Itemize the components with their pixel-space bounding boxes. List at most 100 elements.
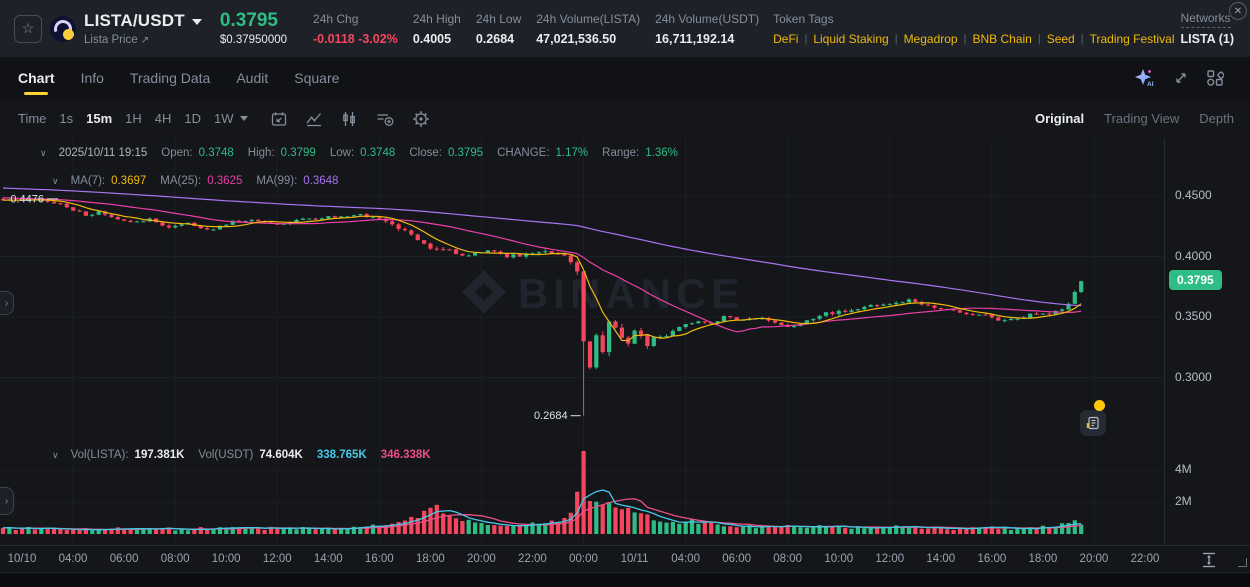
legend-value: 1.17%: [555, 147, 589, 159]
legend-value: 0.3697: [111, 175, 147, 187]
legend-field: Range: 1.36%: [602, 147, 678, 159]
legend-value: 338.765K: [316, 449, 367, 461]
favorite-star-button[interactable]: ☆: [14, 14, 42, 43]
legend-value: 0.3799: [280, 147, 316, 159]
view-original[interactable]: Original: [1035, 111, 1085, 126]
ma-legend: ∨ MA(7): 0.3697 MA(25): 0.3625 MA(99): 0.3648: [52, 175, 352, 187]
header: ☆ LISTA/USDT Lista Price ↗ 0.3795 $0.3795…: [0, 0, 1250, 57]
legend-value: 0.3795: [447, 147, 484, 159]
indicators-icon[interactable]: [375, 110, 395, 128]
time-tick: 22:00: [518, 553, 547, 565]
panel-expand-handle[interactable]: ›: [0, 487, 14, 515]
time-tick: 18:00: [1028, 553, 1058, 565]
interval-4h[interactable]: 4H: [154, 111, 172, 126]
tab-trading-data[interactable]: Trading Data: [129, 70, 211, 86]
pair-selector[interactable]: LISTA/USDT: [84, 11, 202, 31]
token-tag[interactable]: Liquid Staking: [813, 31, 889, 46]
interval-time: Time: [18, 111, 47, 126]
calendar-icon[interactable]: [270, 110, 288, 128]
networks-value: LISTA (1): [1180, 32, 1234, 46]
interval-1d[interactable]: 1D: [184, 111, 202, 126]
stat-4: 24h Volume(USDT) 16,711,192.14: [655, 12, 759, 46]
collapse-caret-icon[interactable]: ∨: [40, 147, 47, 158]
stat-0: 24h Chg -0.0118 -3.02%: [313, 12, 398, 46]
tab-info[interactable]: Info: [80, 70, 104, 86]
last-price-badge: 0.3795: [1169, 270, 1222, 291]
price-axis[interactable]: 0.4500 0.4000 0.3500 0.3000 4M 2M 0.3795: [1165, 138, 1250, 545]
legend-field: 346.338K: [381, 449, 431, 461]
price-tick: 0.3500: [1175, 309, 1212, 323]
chart-area[interactable]: BINANCE 0.4476 0.2684 ∨ 2025/10/11 19:15 O…: [0, 138, 1250, 572]
svg-text:BINANCE: BINANCE: [518, 270, 744, 317]
networks-label: Networks: [1180, 11, 1231, 28]
time-tick: 14:00: [926, 553, 956, 565]
time-tick: 10:00: [211, 553, 241, 565]
collapse-caret-icon[interactable]: ∨: [52, 449, 59, 460]
svg-text:0.4476: 0.4476: [10, 193, 44, 205]
token-tag[interactable]: Trading Festival: [1089, 31, 1175, 46]
layout-grid-icon[interactable]: [1206, 69, 1224, 87]
token-tag[interactable]: BNB Chain: [972, 31, 1032, 46]
tag-separator: |: [894, 32, 898, 45]
legend-value: 197.381K: [134, 449, 185, 461]
time-axis[interactable]: 10/10 04:00 06:00 08:00 10:00 12:00 14:00 16:00…: [0, 545, 1250, 573]
interval-1s[interactable]: 1s: [59, 111, 74, 126]
legend-field: Vol(USDT) 74.604K: [198, 449, 302, 461]
stat-2: 24h Low 0.2684: [476, 12, 521, 46]
panel-expand-handle[interactable]: ›: [0, 291, 14, 315]
stat-label: 24h Volume(LISTA): [536, 11, 641, 26]
pair-title: LISTA/USDT: [84, 11, 185, 30]
legend-field: MA(99): 0.3648: [256, 175, 338, 187]
token-tag[interactable]: DeFi: [773, 31, 799, 46]
stat-value: 0.4005: [412, 31, 452, 46]
line-chart-icon[interactable]: [305, 110, 323, 128]
notification-dot: [1094, 400, 1105, 411]
time-tick: 20:00: [1079, 553, 1109, 565]
collapse-caret-icon[interactable]: ∨: [52, 175, 59, 186]
last-price: 0.3795: [219, 10, 278, 31]
stat-value: 0.2684: [475, 31, 515, 46]
view-trading-view[interactable]: Trading View: [1104, 111, 1180, 126]
tab-chart[interactable]: Chart: [18, 57, 55, 99]
time-tick: 10/10: [7, 553, 37, 565]
interval-1h[interactable]: 1H: [125, 111, 142, 126]
tab-audit[interactable]: Audit: [236, 70, 269, 86]
interval-dropdown-icon[interactable]: [239, 116, 248, 121]
price-tick: 0.4500: [1175, 188, 1212, 202]
legend-label: MA(99):: [256, 175, 298, 187]
legend-label: Open:: [161, 147, 193, 159]
pair-subtitle: Lista Price: [84, 34, 138, 46]
expand-icon[interactable]: [1172, 69, 1190, 87]
legend-label: High:: [247, 147, 275, 159]
token-tag[interactable]: Seed: [1046, 31, 1075, 46]
legend-field: Close: 0.3795: [409, 147, 483, 159]
interval-1w[interactable]: 1W: [214, 111, 234, 126]
time-tick: 10/11: [620, 553, 649, 565]
auto-scale-icon[interactable]: [1199, 550, 1219, 570]
pair-subtitle-link[interactable]: Lista Price ↗: [84, 34, 202, 46]
stat-value: 47,021,536.50: [536, 31, 617, 46]
token-tag[interactable]: Megadrop: [903, 31, 958, 46]
candlestick-icon[interactable]: [340, 110, 358, 128]
legend-label: Vol(LISTA):: [70, 449, 129, 461]
legend-value: 0.3748: [360, 147, 396, 159]
stat-1: 24h High 0.4005: [413, 12, 461, 46]
news-marker-icon[interactable]: [1080, 410, 1106, 436]
legend-value: 346.338K: [380, 449, 431, 461]
time-tick: 10:00: [824, 553, 854, 565]
chart-toolbar: Time 1s 15m 1H 4H 1D 1W: [0, 99, 1250, 139]
time-tick: 12:00: [875, 553, 905, 565]
settings-icon[interactable]: [412, 110, 430, 128]
view-depth[interactable]: Depth: [1199, 111, 1234, 126]
ai-assistant-icon[interactable]: AI: [1134, 68, 1156, 88]
tabs-row: Chart Info Trading Data Audit Square AI: [0, 57, 1250, 100]
candlestick-chart[interactable]: BINANCE 0.4476 0.2684: [0, 138, 1165, 545]
tab-square[interactable]: Square: [294, 70, 340, 86]
price-tick: 0.4000: [1175, 248, 1212, 263]
legend-value: 0.3748: [198, 147, 234, 159]
time-tick: 04:00: [671, 553, 700, 565]
interval-15m[interactable]: 15m: [86, 111, 113, 126]
tag-separator: |: [1080, 32, 1084, 45]
close-icon[interactable]: ✕: [1229, 2, 1247, 20]
token-tags-row: DeFi | Liquid Staking | Megadrop | BNB Chain | S…: [773, 32, 1174, 46]
